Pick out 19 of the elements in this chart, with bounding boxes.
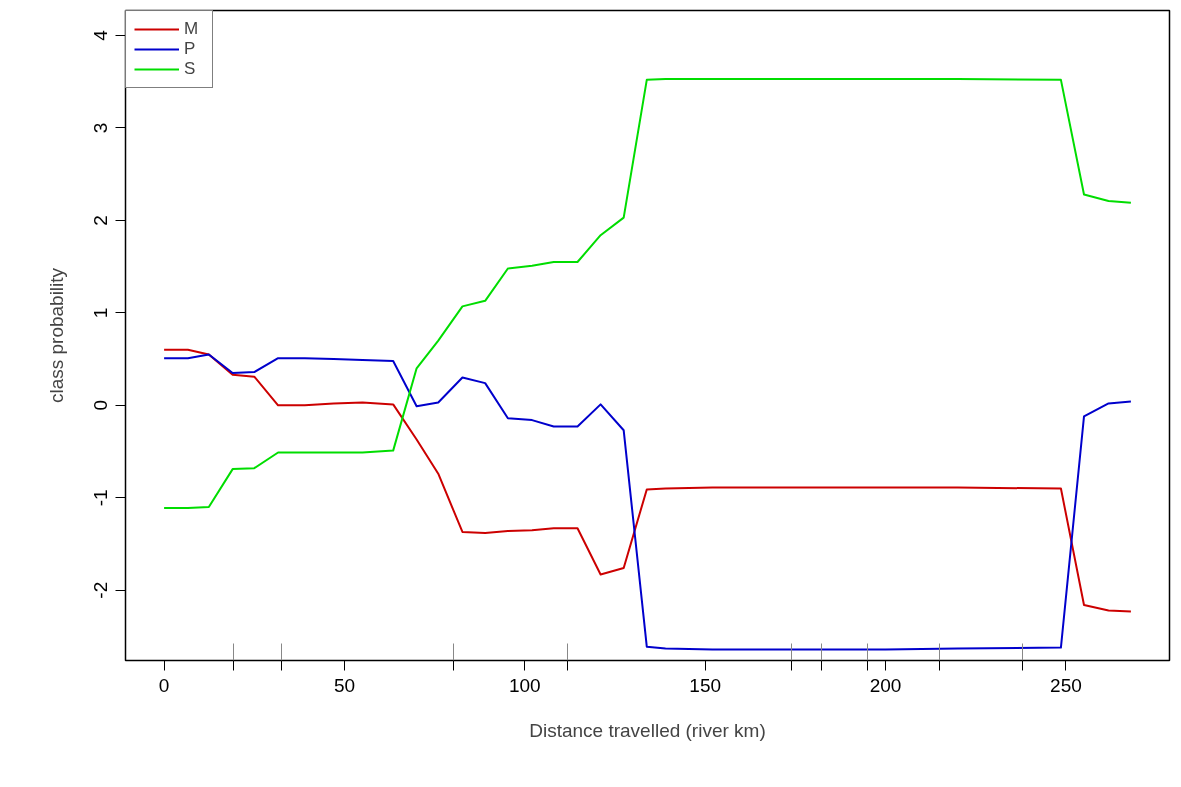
y-tick-label: -1 bbox=[90, 489, 112, 507]
legend-label: M bbox=[184, 19, 200, 39]
y-tick-label: 3 bbox=[90, 122, 112, 134]
x-axis-title: Distance travelled (river km) bbox=[529, 719, 766, 741]
x-tick-label: 200 bbox=[869, 674, 902, 696]
y-axis-title: class probability bbox=[45, 267, 67, 404]
y-tick-label: 4 bbox=[90, 29, 112, 41]
y-tick-label: -2 bbox=[90, 581, 112, 599]
x-tick-label: 250 bbox=[1050, 674, 1082, 696]
y-tick-label: 2 bbox=[90, 215, 112, 226]
x-tick-label: 100 bbox=[509, 674, 541, 696]
y-tick-label: 1 bbox=[90, 307, 112, 319]
y-tick-label: 0 bbox=[90, 400, 112, 411]
legend-label: P bbox=[184, 39, 197, 59]
legend-label: S bbox=[184, 59, 197, 79]
line-series bbox=[163, 77, 1132, 509]
x-tick-label: 50 bbox=[333, 674, 356, 696]
x-tick-label: 150 bbox=[689, 674, 722, 696]
x-tick-label: 0 bbox=[158, 674, 170, 696]
